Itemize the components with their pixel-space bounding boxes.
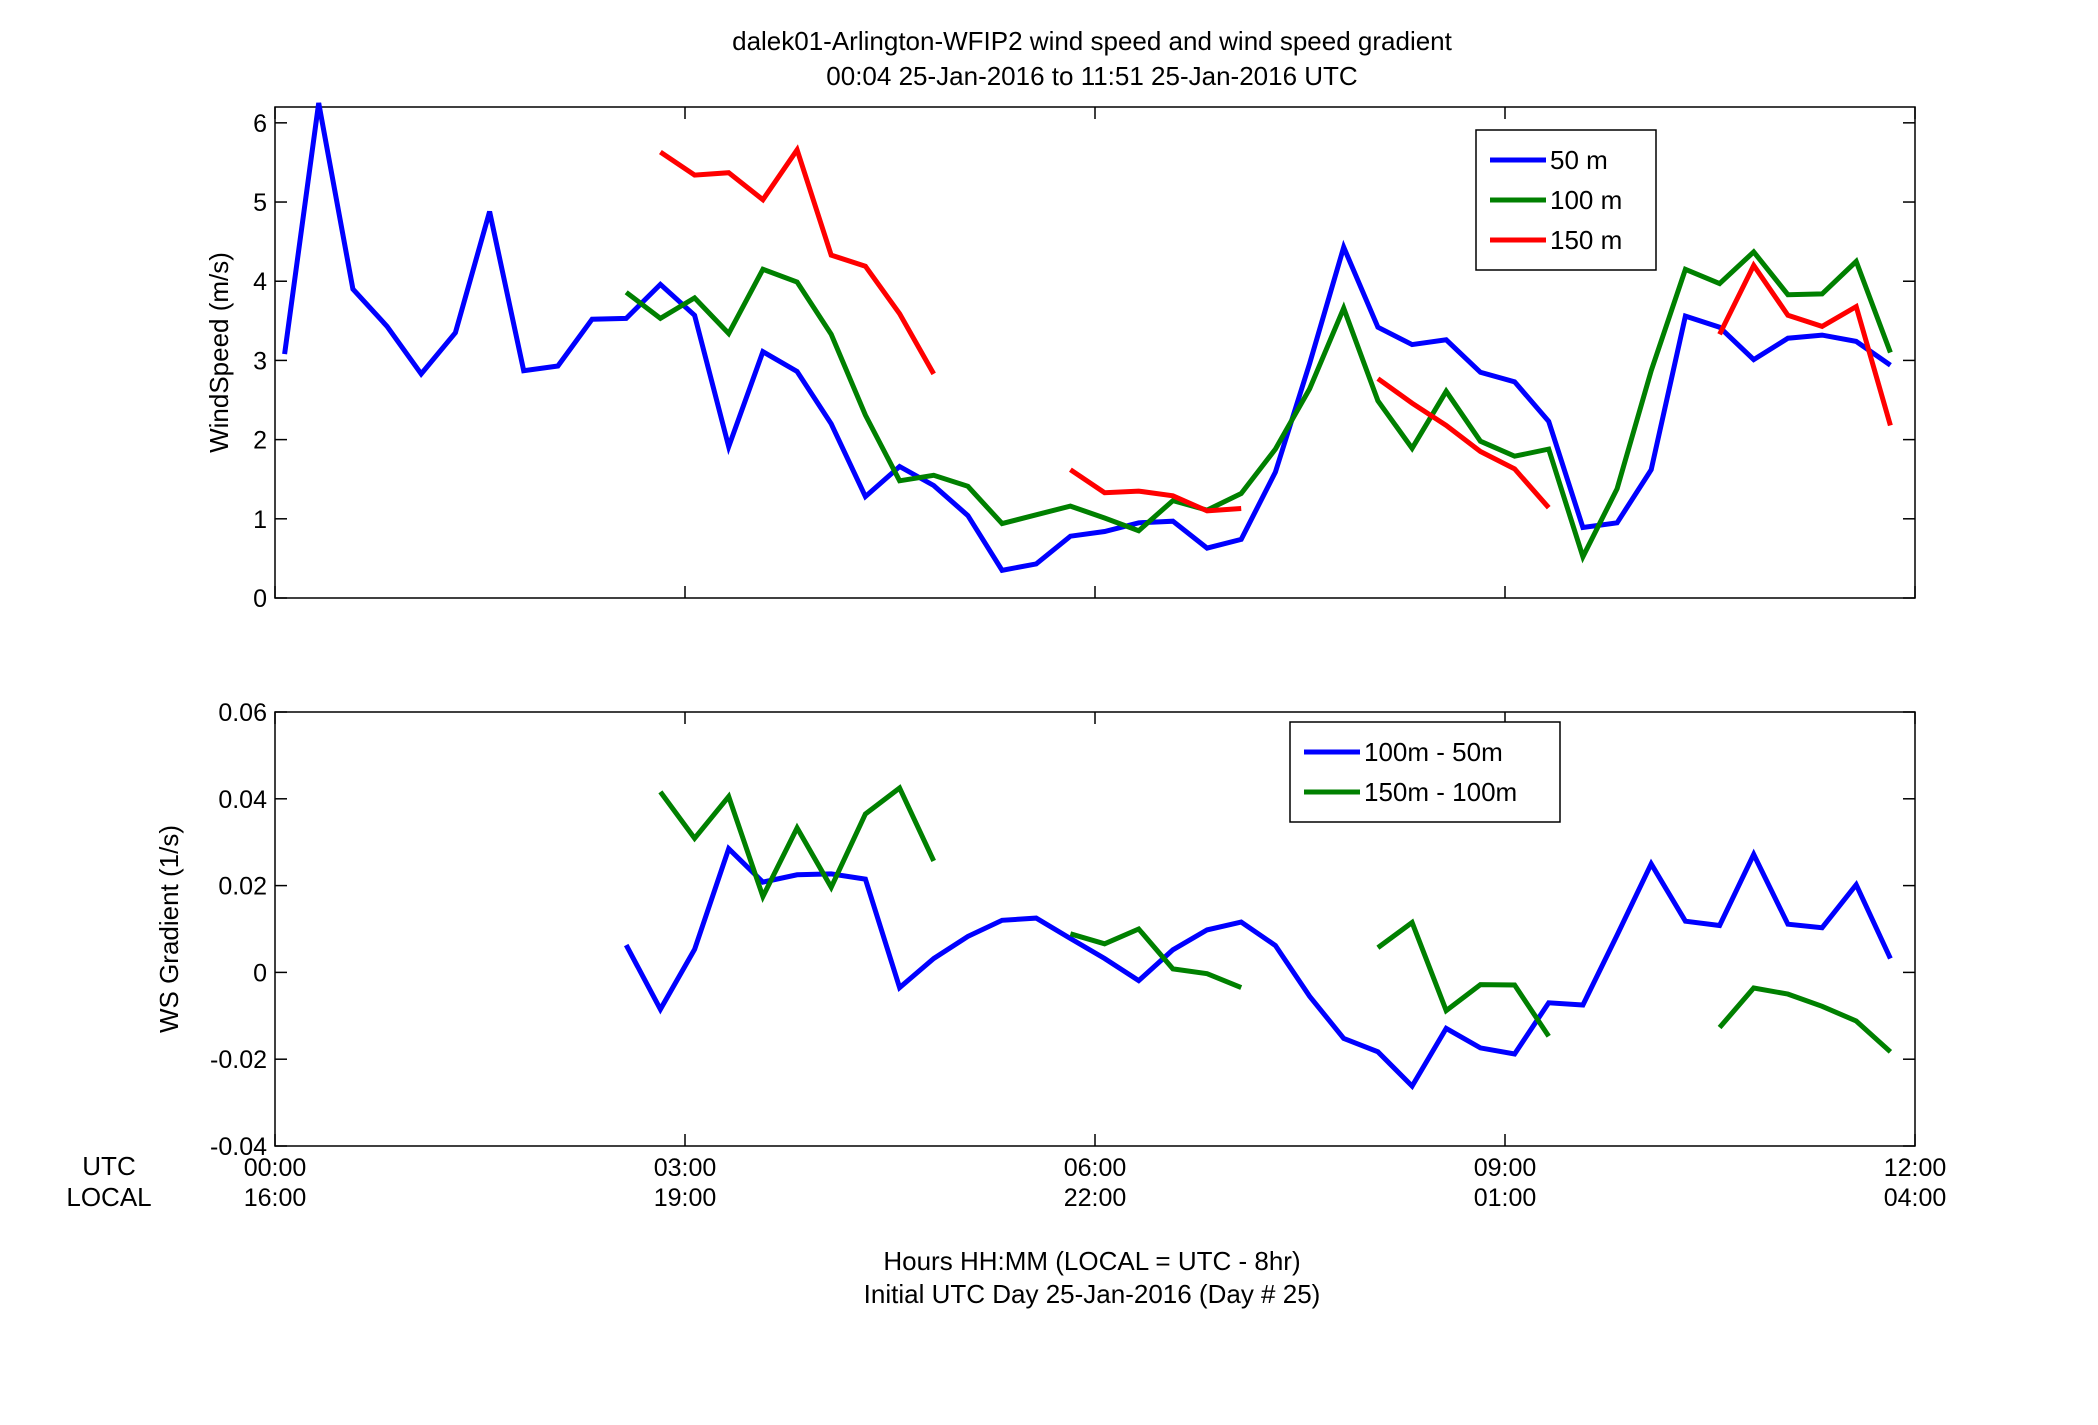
series-line-top-1: [624, 248, 1893, 564]
legend-label: 50 m: [1550, 145, 1608, 175]
y-tick-label: -0.02: [210, 1046, 267, 1074]
legend-label: 150 m: [1550, 225, 1622, 255]
y-tick-label: 1: [253, 506, 267, 534]
x-tick-label-local: 19:00: [654, 1184, 717, 1212]
x-tick-label-utc: 03:00: [654, 1154, 717, 1182]
figure-title-line2: 00:04 25-Jan-2016 to 11:51 25-Jan-2016 U…: [826, 61, 1357, 91]
x-axis-label-line2: Initial UTC Day 25-Jan-2016 (Day # 25): [864, 1279, 1321, 1309]
local-row-label: LOCAL: [66, 1182, 151, 1212]
y-tick-label: 0: [253, 959, 267, 987]
y-axis-label-bottom: WS Gradient (1/s): [154, 825, 184, 1033]
y-tick-label: 6: [253, 110, 267, 138]
y-tick-label: 2: [253, 427, 267, 455]
x-tick-label-local: 22:00: [1064, 1184, 1127, 1212]
x-tick-label-utc: 12:00: [1884, 1154, 1947, 1182]
y-tick-label: 0.02: [218, 873, 267, 901]
y-tick-label: 0: [253, 585, 267, 613]
y-tick-label: 4: [253, 268, 267, 296]
y-tick-label: 0.06: [218, 699, 267, 727]
legend-label: 100 m: [1550, 185, 1622, 215]
x-tick-label-local: 16:00: [244, 1184, 307, 1212]
x-tick-label-local: 04:00: [1884, 1184, 1947, 1212]
x-tick-label-utc: 06:00: [1064, 1154, 1127, 1182]
x-tick-label-local: 01:00: [1474, 1184, 1537, 1212]
y-tick-label: 0.04: [218, 786, 267, 814]
x-axis-label-line1: Hours HH:MM (LOCAL = UTC - 8hr): [883, 1246, 1300, 1276]
series-line-top-2: [659, 144, 1893, 514]
series-line-top-0: [282, 102, 1892, 574]
y-axis-label-top: WindSpeed (m/s): [204, 252, 234, 453]
utc-row-label: UTC: [82, 1151, 135, 1181]
series-line-bottom-1: [658, 784, 1893, 1054]
legend-box-bottom: [1289, 721, 1561, 823]
legend-label: 150m - 100m: [1364, 777, 1517, 807]
wind-speed-chart: 0 1 2 3 4 5 6 WindSpeed (m/s) 50 m 100 m 150 m: [204, 102, 1916, 613]
figure-title-line1: dalek01-Arlington-WFIP2 wind speed and w…: [732, 26, 1453, 56]
legend-label: 100m - 50m: [1364, 737, 1503, 767]
y-tick-label: 5: [253, 189, 267, 217]
wind-gradient-chart: -0.04 -0.02 0 0.02 0.04 0.06 WS Gradient (1/s)…: [154, 699, 1916, 1161]
x-tick-label-utc: 09:00: [1474, 1154, 1537, 1182]
y-tick-label: 3: [253, 347, 267, 375]
x-tick-label-utc: 00:00: [244, 1154, 307, 1182]
y-tick-label: -0.04: [210, 1133, 267, 1161]
